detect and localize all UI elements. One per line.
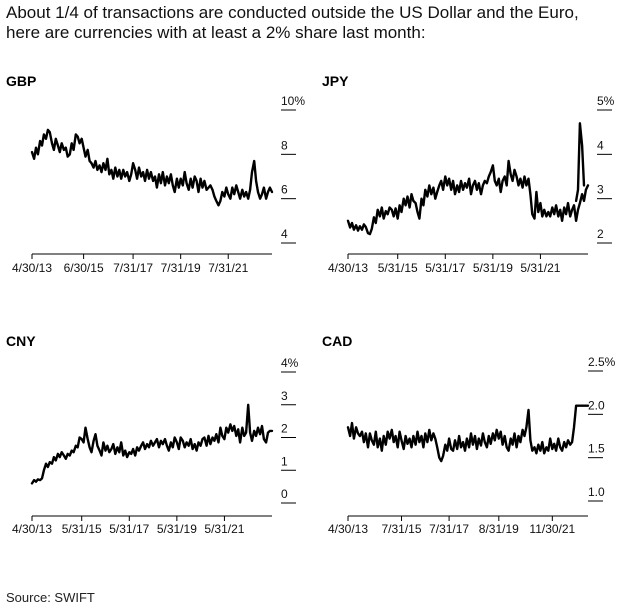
- chart-title: About 1/4 of transactions are conducted …: [6, 3, 621, 43]
- x-tick-label-gbp: 6/30/15: [64, 261, 104, 275]
- panel-jpy: JPY 4/30/13 5/31/15 5/31/17 5/31/19 5/31/21 2 3…: [322, 73, 615, 275]
- panel-title-jpy: JPY: [322, 73, 349, 89]
- x-tick-label-jpy: 5/31/15: [378, 261, 418, 275]
- y-tick-label-cny: 4%: [281, 356, 299, 370]
- series-line-gbp: [30, 128, 274, 207]
- y-tick-label-jpy: 4: [597, 138, 604, 152]
- y-tick-label-gbp: 10%: [281, 94, 305, 108]
- x-tick-label-gbp: 7/31/21: [208, 261, 248, 275]
- x-tick-label-cny: 4/30/13: [12, 522, 52, 536]
- y-tick-label-cny: 0: [281, 487, 288, 501]
- x-tick-label-cny: 5/31/17: [109, 522, 149, 536]
- x-tick-label-cad: 4/30/13: [328, 522, 368, 536]
- y-tick-label-cad: 1.5: [588, 442, 605, 456]
- x-tick-label-jpy: 4/30/13: [328, 261, 368, 275]
- series-line-cad: [346, 404, 590, 463]
- panel-title-cad: CAD: [322, 333, 352, 349]
- x-tick-label-cad: 11/30/21: [529, 522, 575, 536]
- y-tick-label-cny: 2: [281, 422, 288, 436]
- y-tick-label-jpy: 2: [597, 227, 604, 241]
- x-tick-label-jpy: 5/31/17: [425, 261, 465, 275]
- panel-cad: CAD 4/30/13 7/31/15 7/31/17 8/31/19 11/30/21 1…: [322, 333, 616, 536]
- series-line-cny: [30, 403, 274, 485]
- panel-title-cny: CNY: [6, 333, 36, 349]
- y-tick-label-cad: 1.0: [588, 485, 605, 499]
- y-tick-label-cad: 2.0: [588, 398, 605, 412]
- y-tick-label-jpy: 3: [597, 183, 604, 197]
- series-line-jpy-1: [574, 122, 586, 203]
- y-tick-label-jpy: 5%: [597, 94, 615, 108]
- panel-gbp: GBP 4/30/13 6/30/15 7/31/17 7/31/19 7/31/21 4 6…: [6, 73, 305, 275]
- panel-cny: CNY 4/30/13 5/31/15 5/31/17 5/31/19 5/31/21 0 1…: [6, 333, 299, 536]
- x-tick-label-cny: 5/31/19: [157, 522, 197, 536]
- x-tick-label-gbp: 7/31/19: [161, 261, 201, 275]
- x-tick-label-cad: 7/31/15: [381, 522, 421, 536]
- x-tick-label-cny: 5/31/15: [62, 522, 102, 536]
- x-tick-label-cad: 7/31/17: [429, 522, 469, 536]
- y-tick-label-cny: 1: [281, 454, 288, 468]
- y-tick-label-cny: 3: [281, 389, 288, 403]
- y-tick-label-gbp: 8: [281, 138, 288, 152]
- x-tick-label-cny: 5/31/21: [204, 522, 244, 536]
- panel-title-gbp: GBP: [6, 73, 36, 89]
- series-line-jpy: [346, 159, 590, 236]
- x-tick-label-gbp: 4/30/13: [12, 261, 52, 275]
- y-tick-label-cad: 2.5%: [588, 355, 616, 369]
- y-tick-label-gbp: 6: [281, 183, 288, 197]
- chart-title-line-2: here are currencies with at least a 2% s…: [6, 23, 426, 42]
- chart-title-line-1: About 1/4 of transactions are conducted …: [6, 3, 579, 22]
- x-tick-label-jpy: 5/31/21: [520, 261, 560, 275]
- x-tick-label-jpy: 5/31/19: [473, 261, 513, 275]
- x-tick-label-gbp: 7/31/17: [113, 261, 153, 275]
- y-tick-label-gbp: 4: [281, 227, 288, 241]
- source-note: Source: SWIFT: [6, 590, 95, 605]
- x-tick-label-cad: 8/31/19: [479, 522, 519, 536]
